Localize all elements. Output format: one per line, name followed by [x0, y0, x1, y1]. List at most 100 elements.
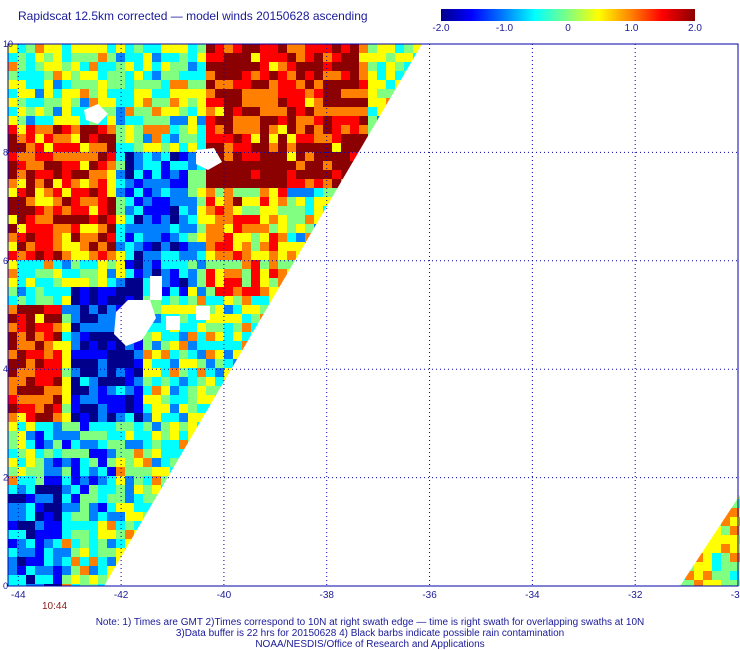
data-cell	[332, 539, 341, 548]
data-cell	[26, 332, 35, 341]
data-cell	[206, 332, 215, 341]
data-cell	[89, 179, 98, 188]
data-cell	[152, 377, 161, 386]
data-cell	[116, 503, 125, 512]
data-cell	[53, 521, 62, 530]
data-cell	[62, 422, 71, 431]
data-cell	[233, 107, 242, 116]
data-cell	[107, 557, 116, 566]
data-cell	[143, 548, 152, 557]
data-cell	[80, 314, 89, 323]
data-cell	[395, 332, 404, 341]
data-cell	[224, 53, 233, 62]
data-cell	[125, 143, 134, 152]
data-cell	[350, 251, 359, 260]
data-cell	[404, 530, 413, 539]
data-cell	[224, 557, 233, 566]
data-cell	[17, 269, 26, 278]
data-cell	[35, 71, 44, 80]
data-cell	[395, 530, 404, 539]
data-cell	[305, 296, 314, 305]
data-cell	[53, 278, 62, 287]
data-cell	[8, 440, 17, 449]
data-cell	[179, 251, 188, 260]
data-cell	[359, 134, 368, 143]
data-cell	[161, 512, 170, 521]
data-cell	[179, 242, 188, 251]
data-cell	[359, 53, 368, 62]
data-cell	[278, 278, 287, 287]
data-cell	[161, 431, 170, 440]
data-cell	[404, 404, 413, 413]
data-cell	[206, 395, 215, 404]
data-cell	[287, 269, 296, 278]
data-cell	[8, 350, 17, 359]
data-cell	[377, 215, 386, 224]
data-cell	[17, 413, 26, 422]
data-cell	[98, 584, 107, 586]
data-cell	[233, 80, 242, 89]
data-cell	[188, 161, 197, 170]
data-cell	[413, 314, 422, 323]
data-cell	[26, 341, 35, 350]
data-cell	[413, 485, 422, 494]
data-cell	[712, 544, 721, 553]
data-cell	[8, 224, 17, 233]
data-cell	[116, 494, 125, 503]
data-cell	[404, 494, 413, 503]
data-cell	[305, 305, 314, 314]
data-cell	[341, 557, 350, 566]
data-cell	[377, 314, 386, 323]
data-cell	[224, 413, 233, 422]
data-cell	[350, 242, 359, 251]
data-cell	[386, 485, 395, 494]
data-cell	[314, 224, 323, 233]
data-cell	[323, 161, 332, 170]
data-cell	[224, 530, 233, 539]
data-cell	[350, 152, 359, 161]
data-cell	[35, 260, 44, 269]
data-cell	[215, 395, 224, 404]
data-cell	[314, 197, 323, 206]
data-cell	[134, 566, 143, 575]
data-cell	[296, 53, 305, 62]
data-cell	[341, 386, 350, 395]
data-cell	[143, 89, 152, 98]
data-cell	[53, 71, 62, 80]
data-cell	[116, 467, 125, 476]
data-cell	[125, 449, 134, 458]
data-cell	[62, 359, 71, 368]
data-cell	[332, 404, 341, 413]
data-cell	[224, 440, 233, 449]
data-cell	[134, 269, 143, 278]
data-cell	[404, 188, 413, 197]
data-cell	[251, 98, 260, 107]
data-cell	[296, 233, 305, 242]
data-cell	[422, 386, 431, 395]
data-cell	[341, 44, 350, 53]
data-cell	[161, 71, 170, 80]
data-cell	[350, 404, 359, 413]
data-cell	[206, 44, 215, 53]
data-cell	[35, 548, 44, 557]
data-cell	[680, 535, 685, 544]
data-cell	[395, 53, 404, 62]
data-cell	[152, 242, 161, 251]
data-cell	[152, 89, 161, 98]
data-cell	[62, 170, 71, 179]
data-cell	[161, 251, 170, 260]
swath-west	[8, 44, 431, 586]
data-cell	[314, 422, 323, 431]
data-cell	[26, 314, 35, 323]
data-cell	[305, 548, 314, 557]
data-cell	[134, 458, 143, 467]
data-cell	[35, 62, 44, 71]
data-cell	[188, 521, 197, 530]
data-cell	[368, 152, 377, 161]
data-cell	[260, 179, 269, 188]
data-cell	[152, 548, 161, 557]
data-cell	[152, 251, 161, 260]
data-cell	[251, 242, 260, 251]
data-cell	[197, 62, 206, 71]
data-cell	[224, 197, 233, 206]
